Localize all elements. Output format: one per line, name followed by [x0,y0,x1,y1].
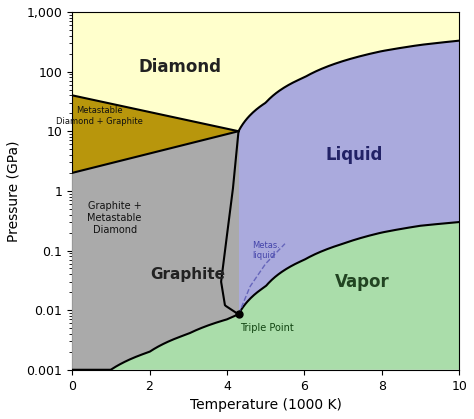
Y-axis label: Pressure (GPa): Pressure (GPa) [7,140,21,242]
Polygon shape [72,95,238,173]
Text: Liquid: Liquid [326,146,383,164]
Text: Diamond: Diamond [139,58,222,76]
X-axis label: Temperature (1000 K): Temperature (1000 K) [190,398,342,412]
Polygon shape [72,222,459,370]
Text: Graphite +
Metastable
Diamond: Graphite + Metastable Diamond [88,202,142,235]
Polygon shape [221,41,459,314]
Text: Vapor: Vapor [335,273,390,291]
Polygon shape [72,131,238,370]
Text: Graphite: Graphite [151,267,226,282]
Text: Triple Point: Triple Point [240,323,294,334]
Text: Metas.
liquid: Metas. liquid [252,241,280,260]
Text: Metastable
Diamond + Graphite: Metastable Diamond + Graphite [56,106,143,126]
Polygon shape [72,12,459,131]
